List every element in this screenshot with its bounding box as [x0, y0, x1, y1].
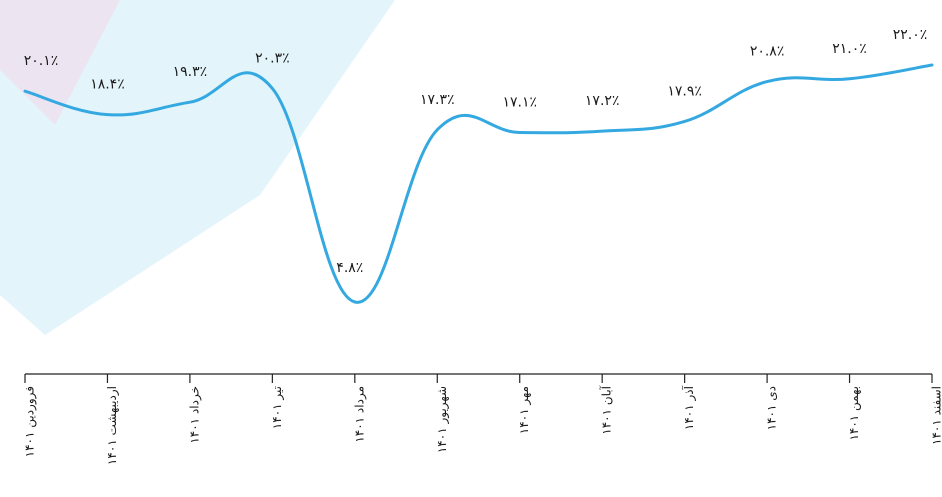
- x-tick-label: تیر ۱۴۰۱: [270, 386, 285, 429]
- x-tick-label: آبان ۱۴۰۱: [599, 385, 614, 434]
- x-tick-label: فروردین ۱۴۰۱: [23, 386, 38, 457]
- x-axis: [24, 373, 933, 383]
- data-label-layer: ۲۰.۱٪ ۱۸.۴٪ ۱۹.۳٪ ۲۰.۳٪ ۴.۸٪ ۱۷.۳٪ ۱۷.۱٪ ۱۷.۲٪ ۱…: [24, 27, 928, 276]
- series-line: [23, 63, 934, 304]
- x-tick-label: خرداد ۱۴۰۱: [187, 386, 202, 444]
- x-tick-label: بهمن ۱۴۰۱: [847, 386, 862, 441]
- x-tick-label: دی ۱۴۰۱: [765, 386, 779, 430]
- background-blue-shape: [0, 0, 395, 335]
- x-tick-label: مرداد ۱۴۰۱: [352, 386, 367, 443]
- data-label: ۲۰.۱٪: [24, 53, 59, 69]
- background-decoration: [0, 0, 395, 335]
- data-label: ۴.۸٪: [336, 260, 363, 276]
- data-label: ۲۰.۳٪: [255, 50, 290, 66]
- tick-label-layer: فروردین ۱۴۰۱ اردیبهشت ۱۴۰۱ خرداد ۱۴۰۱ تیر ۱…: [23, 385, 942, 465]
- x-tick-label: مهر ۱۴۰۱: [517, 386, 532, 434]
- data-label: ۱۷.۱٪: [502, 95, 537, 111]
- data-label: ۱۸.۴٪: [90, 77, 125, 93]
- data-label: ۲۱.۰٪: [832, 41, 867, 57]
- data-label: ۱۷.۹٪: [667, 83, 702, 99]
- x-tick-label: اردیبهشت ۱۴۰۱: [105, 386, 120, 465]
- data-label: ۱۹.۳٪: [173, 64, 208, 80]
- x-tick-label: آذر ۱۴۰۱: [681, 385, 697, 430]
- data-label: ۲۰.۸٪: [750, 44, 785, 60]
- x-tick-label: شهریور ۱۴۰۱: [435, 386, 450, 453]
- data-label: ۱۷.۳٪: [420, 92, 455, 108]
- data-label: ۱۷.۲٪: [585, 93, 620, 109]
- series-layer: [23, 63, 934, 304]
- data-label: ۲۲.۰٪: [893, 27, 928, 43]
- x-tick-label: اسفند ۱۴۰۱: [930, 386, 942, 445]
